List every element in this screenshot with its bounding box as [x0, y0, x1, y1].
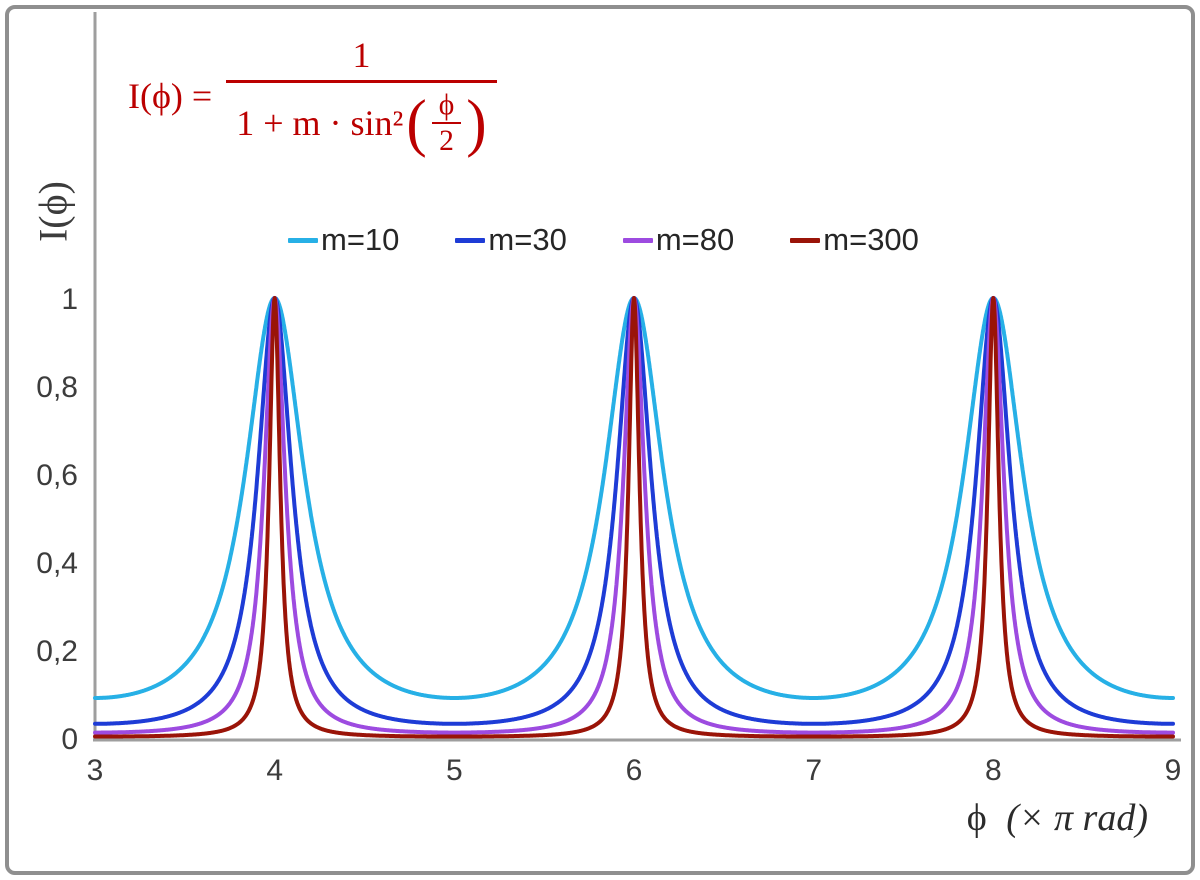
series-line-m80: [93, 296, 1175, 735]
y-tick-label: 0,2: [36, 635, 78, 668]
legend-label-m10: m=10: [321, 222, 400, 257]
legend-label-m30: m=30: [488, 222, 567, 257]
legend-line-swatch-m80: [622, 237, 653, 243]
x-axis-unit: (× π rad): [1006, 797, 1148, 839]
x-axis-label: ϕ (× π rad): [967, 796, 1148, 840]
x-tick-label: 5: [446, 754, 463, 787]
legend: m=10 m=30 m=80 m=300: [288, 222, 919, 258]
x-tick-label: 7: [805, 754, 822, 787]
x-tick-label: 9: [1165, 754, 1182, 787]
y-axis-label: I(ϕ): [30, 181, 76, 243]
formula-denominator: 1 + m · sin² ( ϕ 2 ): [226, 80, 497, 159]
formula-lhs: I(ϕ) =: [128, 75, 213, 116]
series-line-m300: [93, 296, 1175, 739]
x-tick-label: 6: [626, 754, 643, 787]
legend-item-m300: m=300: [790, 222, 919, 258]
x-tick-label: 3: [87, 754, 104, 787]
y-tick-label: 0,6: [36, 459, 78, 492]
open-paren: (: [406, 87, 427, 159]
formula-inner-fraction: ϕ 2: [431, 89, 462, 158]
x-axis-symbol: ϕ: [966, 797, 987, 839]
inner-frac-top: ϕ: [431, 89, 462, 125]
series-line-m30: [93, 296, 1175, 726]
formula: I(ϕ) = 1 1 + m · sin² ( ϕ 2 ): [128, 34, 497, 158]
legend-label-m300: m=300: [823, 222, 919, 257]
y-tick-label: 0,8: [36, 371, 78, 404]
y-tick-label: 1: [61, 283, 78, 316]
legend-item-m30: m=30: [455, 222, 567, 258]
x-tick-label: 8: [985, 754, 1002, 787]
legend-item-m80: m=80: [622, 222, 735, 258]
y-tick-label: 0: [61, 723, 78, 756]
legend-item-m10: m=10: [288, 222, 399, 258]
close-paren: ): [466, 87, 487, 159]
legend-label-m80: m=80: [655, 222, 735, 257]
legend-line-swatch-m10: [288, 237, 318, 243]
x-tick-label: 4: [266, 754, 283, 787]
y-tick-label: 0,4: [36, 547, 78, 580]
formula-numerator: 1: [352, 35, 371, 75]
formula-fraction: 1 1 + m · sin² ( ϕ 2 ): [226, 34, 497, 159]
inner-frac-bottom: 2: [439, 125, 454, 158]
formula-den-prefix: 1 + m · sin²: [236, 103, 404, 144]
legend-line-swatch-m30: [455, 237, 486, 243]
legend-line-swatch-m300: [790, 237, 821, 243]
